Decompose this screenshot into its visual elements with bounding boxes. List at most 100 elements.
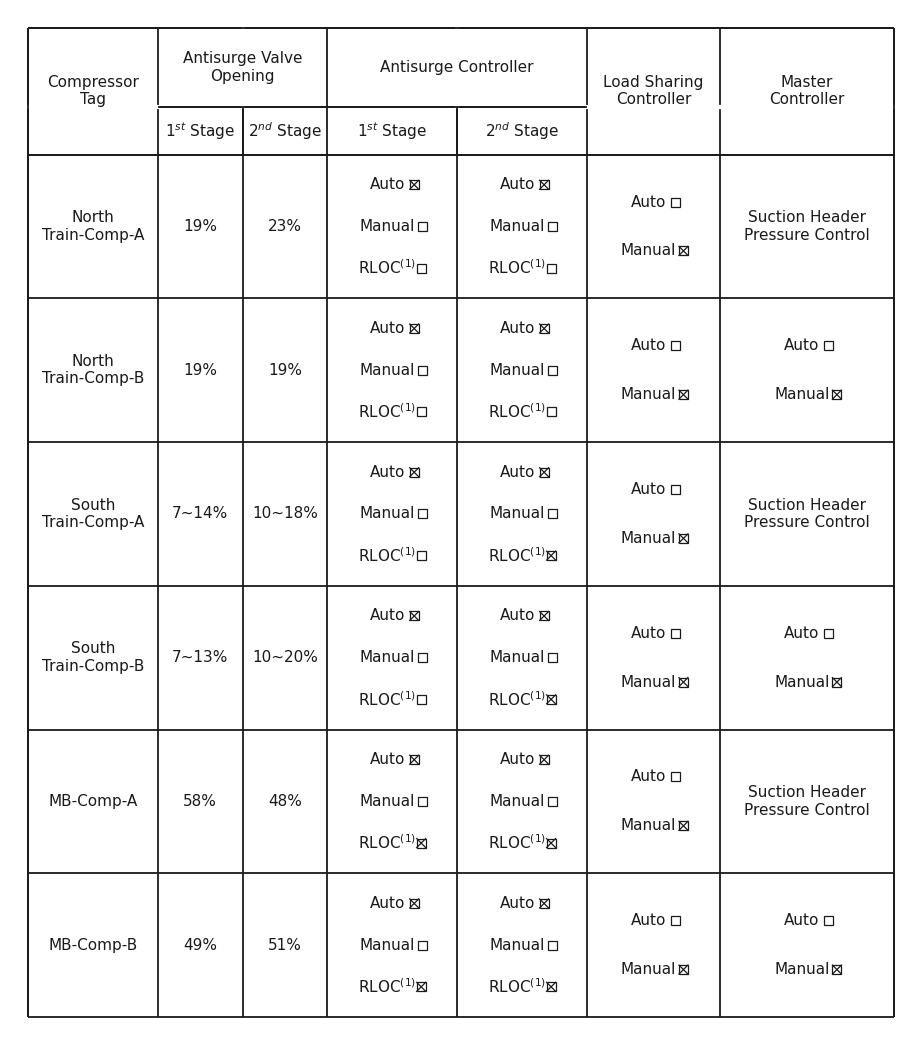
Bar [547,695,556,704]
Text: South
Train-Comp-B: South Train-Comp-B [41,642,144,674]
Text: Manual: Manual [490,507,545,521]
Text: $\mathregular{1}^{st}$ Stage: $\mathregular{1}^{st}$ Stage [357,120,427,142]
Text: Auto: Auto [785,339,820,353]
Text: Manual: Manual [621,531,676,545]
Text: Auto: Auto [631,339,666,353]
Text: RLOC$^{(1)}$: RLOC$^{(1)}$ [488,402,546,421]
Text: 19%: 19% [183,219,218,234]
Bar [418,366,427,375]
Text: Auto: Auto [631,194,666,210]
Text: RLOC$^{(1)}$: RLOC$^{(1)}$ [358,977,416,996]
Bar [547,551,556,560]
Bar [547,838,556,847]
Bar [417,695,426,704]
Bar [824,629,833,637]
Text: Manual: Manual [774,962,830,977]
Text: $\mathregular{1}^{st}$ Stage: $\mathregular{1}^{st}$ Stage [165,120,235,142]
Text: RLOC$^{(1)}$: RLOC$^{(1)}$ [358,690,416,709]
Text: Manual: Manual [621,387,676,402]
Text: North
Train-Comp-A: North Train-Comp-A [41,210,144,242]
Text: RLOC$^{(1)}$: RLOC$^{(1)}$ [488,834,546,853]
Text: RLOC$^{(1)}$: RLOC$^{(1)}$ [488,690,546,709]
Bar [671,916,680,925]
Bar [417,982,426,992]
Text: Auto: Auto [500,321,535,336]
Text: Suction Header
Pressure Control: Suction Header Pressure Control [744,785,869,817]
Text: Auto: Auto [631,913,666,928]
Bar [418,797,427,806]
Bar [417,263,426,273]
Text: RLOC$^{(1)}$: RLOC$^{(1)}$ [358,834,416,853]
Bar [548,509,557,518]
Text: South
Train-Comp-A: South Train-Comp-A [41,497,144,530]
Text: Suction Header
Pressure Control: Suction Header Pressure Control [744,210,869,242]
Text: Auto: Auto [370,321,405,336]
Bar [679,966,688,974]
Text: Manual: Manual [621,818,676,833]
Bar [548,222,557,231]
Text: 7~13%: 7~13% [172,650,229,666]
Text: Manual: Manual [360,507,415,521]
Bar [539,899,549,908]
Bar [679,390,688,399]
Text: RLOC$^{(1)}$: RLOC$^{(1)}$ [358,259,416,278]
Text: Auto: Auto [631,626,666,641]
Bar [548,940,557,950]
Text: Manual: Manual [490,219,545,234]
Bar [409,899,419,908]
Text: Antisurge Controller: Antisurge Controller [381,60,534,75]
Text: Auto: Auto [785,626,820,641]
Bar [671,772,680,782]
Bar [833,966,842,974]
Bar [833,677,842,687]
Bar [417,551,426,560]
Text: Compressor
Tag: Compressor Tag [47,75,139,108]
Text: Manual: Manual [774,675,830,690]
Bar [671,342,680,350]
Bar [409,181,419,189]
Bar [418,222,427,231]
Bar [547,982,556,992]
Text: 58%: 58% [183,794,218,809]
Text: $\mathregular{2}^{nd}$ Stage: $\mathregular{2}^{nd}$ Stage [248,120,322,142]
Text: RLOC$^{(1)}$: RLOC$^{(1)}$ [358,547,416,565]
Text: North
Train-Comp-B: North Train-Comp-B [41,354,144,387]
Bar [418,940,427,950]
Bar [833,390,842,399]
Bar [824,342,833,350]
Bar [539,181,549,189]
Text: Auto: Auto [785,913,820,928]
Bar [679,534,688,542]
Text: Manual: Manual [360,219,415,234]
Bar [824,916,833,925]
Bar [539,756,549,764]
Bar [679,821,688,831]
Text: Auto: Auto [500,608,535,624]
Bar [671,629,680,637]
Bar [679,247,688,255]
Text: Auto: Auto [631,769,666,785]
Bar [417,408,426,416]
Bar [679,677,688,687]
Text: Manual: Manual [490,937,545,953]
Text: Auto: Auto [370,896,405,911]
Text: Auto: Auto [370,752,405,767]
Bar [418,653,427,663]
Text: 49%: 49% [183,937,218,953]
Text: RLOC$^{(1)}$: RLOC$^{(1)}$ [488,259,546,278]
Text: 19%: 19% [183,363,218,377]
Bar [418,509,427,518]
Bar [548,653,557,663]
Bar [409,611,419,621]
Bar [539,324,549,333]
Bar [547,408,556,416]
Bar [417,838,426,847]
Text: Manual: Manual [490,794,545,809]
Text: Auto: Auto [370,465,405,480]
Text: Auto: Auto [500,896,535,911]
Text: Manual: Manual [360,650,415,666]
Text: Manual: Manual [621,675,676,690]
Text: RLOC$^{(1)}$: RLOC$^{(1)}$ [488,977,546,996]
Bar [539,611,549,621]
Bar [409,324,419,333]
